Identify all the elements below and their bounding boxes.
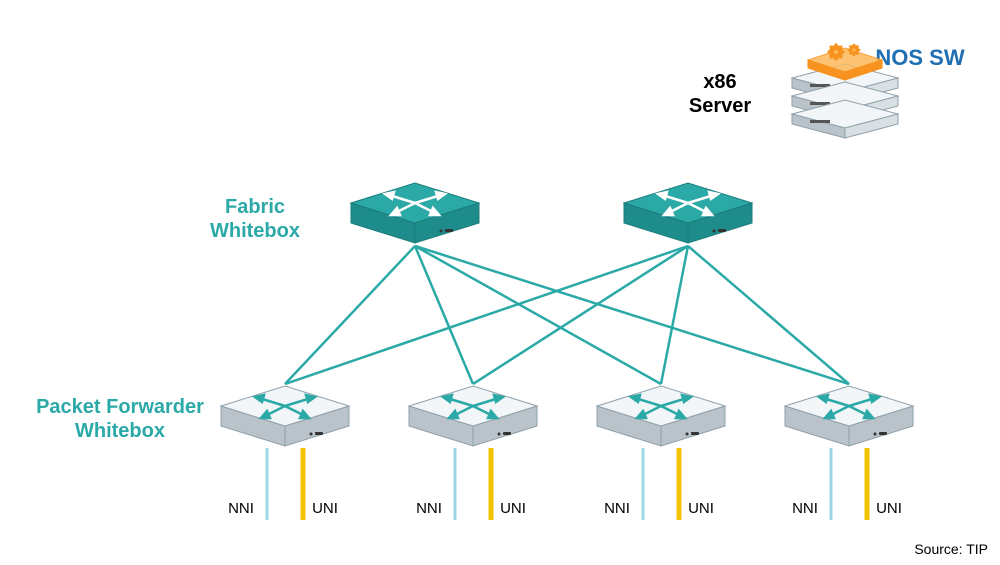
- diagram-canvas: FabricWhitebox Packet ForwarderWhitebox …: [0, 0, 1000, 565]
- leaf-switch-2-icon: [403, 378, 543, 448]
- fabric-switch-1-icon: [345, 175, 485, 245]
- source-attribution: Source: TIP: [914, 541, 988, 557]
- nni-label: NNI: [409, 500, 449, 518]
- uni-label: UNI: [869, 500, 909, 518]
- fabric-switch-2-icon: [618, 175, 758, 245]
- nni-label: NNI: [597, 500, 637, 518]
- uni-label: UNI: [681, 500, 721, 518]
- x86-server-icon: [780, 20, 910, 140]
- nni-label: NNI: [785, 500, 825, 518]
- leaf-switch-1-icon: [215, 378, 355, 448]
- fabric-whitebox-label: FabricWhitebox: [135, 195, 375, 243]
- nni-label: NNI: [221, 500, 261, 518]
- leaf-switch-4-icon: [779, 378, 919, 448]
- uni-label: UNI: [493, 500, 533, 518]
- packet-forwarder-label: Packet ForwarderWhitebox: [0, 395, 240, 443]
- uni-label: UNI: [305, 500, 345, 518]
- leaf-switch-3-icon: [591, 378, 731, 448]
